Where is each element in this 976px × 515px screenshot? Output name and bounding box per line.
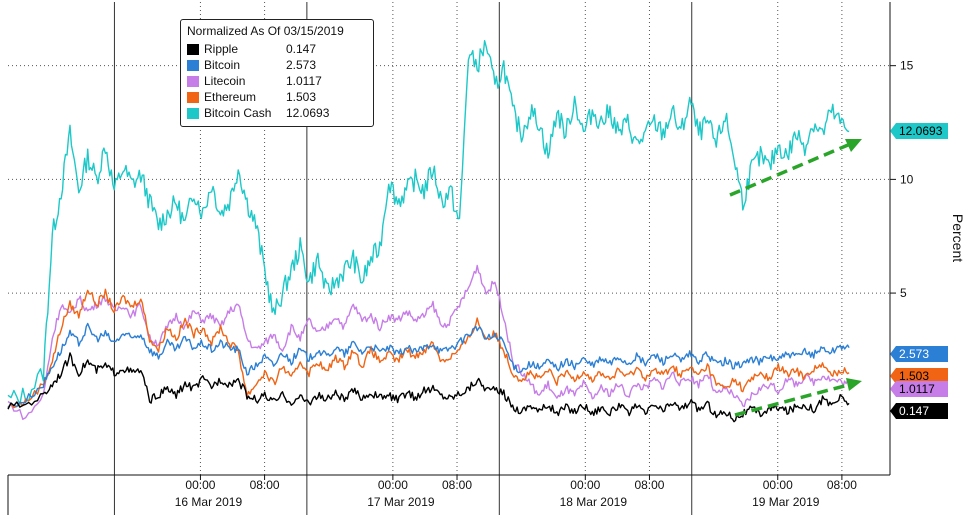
- series-line-ethereum: [7, 288, 850, 409]
- y-tick-label: 10: [900, 172, 914, 186]
- end-tag-label: 2.573: [899, 347, 929, 361]
- x-tick-label: 08:00: [827, 478, 857, 492]
- trend-arrow-upper: [729, 143, 849, 197]
- end-tag-ripple: 0.147: [890, 403, 948, 419]
- end-tag-label: 0.147: [899, 404, 929, 418]
- y-tick-label: 15: [900, 59, 914, 73]
- series-line-bitcoin-cash: [7, 40, 850, 406]
- trend-arrows: [729, 139, 862, 417]
- legend-name: Ethereum: [204, 90, 257, 104]
- end-tag-bitcoin-cash: 12.0693: [890, 123, 948, 139]
- series-line-litecoin: [7, 264, 850, 420]
- legend-value: 1.503: [286, 90, 317, 104]
- end-tag-bitcoin: 2.573: [890, 346, 948, 362]
- legend-name: Ripple: [204, 42, 239, 56]
- series-line-ripple: [7, 352, 850, 423]
- x-tick-label: 00:00: [185, 478, 215, 492]
- legend-item-ripple: Ripple 0.147: [187, 41, 367, 57]
- end-tag-label: 12.0693: [899, 124, 943, 138]
- x-tick-label: 08:00: [250, 478, 280, 492]
- legend-item-litecoin: Litecoin 1.0117: [187, 73, 367, 89]
- x-day-label: 19 Mar 2019: [752, 495, 820, 509]
- legend-item-bitcoin-cash: Bitcoin Cash 12.0693: [187, 105, 367, 121]
- trend-arrow-lower: [734, 383, 849, 417]
- legend-value: 0.147: [286, 42, 317, 56]
- end-tag-label: 1.0117: [899, 382, 935, 396]
- trend-arrow-lower-head: [846, 378, 862, 391]
- y-tick-label: 5: [900, 286, 907, 300]
- x-day-label: 18 Mar 2019: [560, 495, 628, 509]
- end-tag-ethereum: 1.503: [890, 368, 948, 384]
- end-tag-litecoin: 1.0117: [890, 381, 948, 397]
- x-tick-label: 08:00: [634, 478, 664, 492]
- legend-name: Bitcoin Cash: [204, 106, 272, 120]
- legend-swatch: [187, 43, 199, 55]
- legend-swatch: [187, 59, 199, 71]
- legend-name: Bitcoin: [204, 58, 241, 72]
- x-tick-label: 00:00: [763, 478, 793, 492]
- legend-swatch: [187, 91, 199, 103]
- axes: 5 10 15 00:00 08:00 00:00 08:00 00:00 08:00 00:00…: [7, 2, 914, 515]
- legend-value: 1.0117: [286, 74, 322, 88]
- x-tick-label: 08:00: [442, 478, 472, 492]
- y-axis-label: Percent: [950, 214, 966, 262]
- grid: [8, 2, 890, 475]
- legend-swatch: [187, 75, 199, 87]
- trend-arrow-upper-head: [845, 139, 862, 152]
- series-line-bitcoin: [7, 322, 850, 409]
- legend-value: 12.0693: [286, 106, 330, 120]
- legend: Normalized As Of 03/15/2019 Ripple 0.147…: [180, 19, 374, 127]
- legend-item-ethereum: Ethereum 1.503: [187, 89, 367, 105]
- end-tag-label: 1.503: [899, 369, 929, 383]
- x-tick-label: 00:00: [570, 478, 600, 492]
- legend-title: Normalized As Of 03/15/2019: [187, 24, 344, 38]
- x-day-label: 17 Mar 2019: [367, 495, 435, 509]
- legend-value: 2.573: [286, 58, 317, 72]
- x-day-label: 16 Mar 2019: [175, 495, 243, 509]
- legend-name: Litecoin: [204, 74, 246, 88]
- series-layer: [7, 40, 850, 423]
- legend-swatch: [187, 107, 199, 119]
- x-tick-label: 00:00: [378, 478, 408, 492]
- legend-item-bitcoin: Bitcoin 2.573: [187, 57, 367, 73]
